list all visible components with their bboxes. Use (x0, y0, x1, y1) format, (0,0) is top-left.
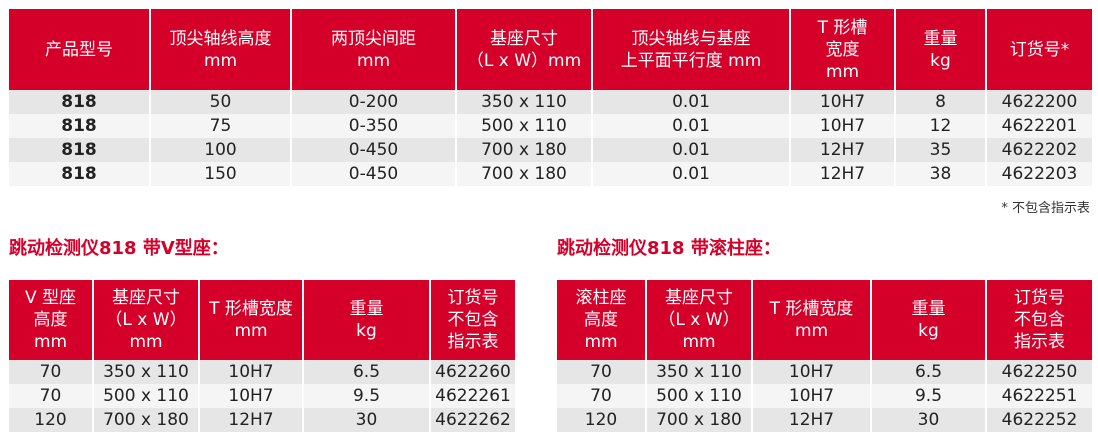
column-header: 顶尖轴线高度 mm (150, 9, 292, 90)
table-cell: 10H7 (752, 384, 872, 408)
table-cell: 120 (557, 408, 647, 432)
table-row: 70 350 x 110 10H7 6.5 4622260 (9, 360, 515, 384)
table-cell: 0-350 (291, 114, 457, 138)
table-cell: 500 x 110 (93, 384, 200, 408)
table-cell: 100 (150, 138, 292, 162)
table-cell: 4622250 (986, 360, 1092, 384)
column-header: T 形槽 宽度 mm (790, 9, 896, 90)
table-cell: 50 (150, 90, 292, 114)
table-row: 70 500 x 110 10H7 9.5 4622251 (557, 384, 1092, 408)
table-cell: 150 (150, 162, 292, 186)
table-cell: 10H7 (790, 90, 896, 114)
table-cell: 4622201 (986, 114, 1092, 138)
column-header: 滚柱座 高度 mm (557, 280, 647, 360)
table-cell: 12H7 (752, 408, 872, 432)
column-header: 订货号 不包含 指示表 (430, 280, 515, 360)
column-header: 订货号* (986, 9, 1092, 90)
table-cell: 700 x 180 (646, 408, 753, 432)
table-cell: 4622203 (986, 162, 1092, 186)
table-cell: 12 (895, 114, 987, 138)
column-header: 基座尺寸 （L x W） mm (646, 280, 753, 360)
table-cell: 818 (9, 138, 151, 162)
table-cell: 0.01 (592, 114, 791, 138)
table-cell: 4622251 (986, 384, 1092, 408)
table-cell: 70 (557, 384, 647, 408)
table-cell: 0.01 (592, 90, 791, 114)
table-cell: 6.5 (871, 360, 987, 384)
table-cell: 350 x 110 (646, 360, 753, 384)
column-header: T 形槽宽度 mm (199, 280, 304, 360)
table-cell: 500 x 110 (646, 384, 753, 408)
table-cell: 30 (871, 408, 987, 432)
table-row: 818 150 0-450 700 x 180 0.01 12H7 38 4622203 (9, 162, 1092, 186)
table-cell: 70 (9, 384, 94, 408)
table-cell: 10H7 (199, 360, 304, 384)
table-cell: 0-200 (291, 90, 457, 114)
table-row: 70 500 x 110 10H7 9.5 4622261 (9, 384, 515, 408)
table-cell: 38 (895, 162, 987, 186)
table-cell: 0-450 (291, 162, 457, 186)
main-spec-table: 产品型号 顶尖轴线高度 mm 两顶尖间距 mm 基座尺寸 （L x W）mm 顶尖轴线与… (9, 9, 1092, 186)
column-header: V 型座 高度 mm (9, 280, 94, 360)
table-cell: 0.01 (592, 162, 791, 186)
table-cell: 75 (150, 114, 292, 138)
table-cell: 70 (557, 360, 647, 384)
table-cell: 700 x 180 (93, 408, 200, 432)
table-cell: 12H7 (199, 408, 304, 432)
table-cell: 70 (9, 360, 94, 384)
table-cell: 818 (9, 114, 151, 138)
table-cell: 4622202 (986, 138, 1092, 162)
table-cell: 9.5 (871, 384, 987, 408)
table-row: 818 50 0-200 350 x 110 0.01 10H7 8 4622200 (9, 90, 1092, 114)
column-header: 顶尖轴线与基座 上平面平行度 mm (592, 9, 791, 90)
column-header: 订货号 不包含 指示表 (986, 280, 1092, 360)
column-header: 重量 kg (303, 280, 431, 360)
column-header: 产品型号 (9, 9, 151, 90)
table-cell: 4622252 (986, 408, 1092, 432)
table-cell: 350 x 110 (456, 90, 593, 114)
table-row: 70 350 x 110 10H7 6.5 4622250 (557, 360, 1092, 384)
v-block-table: V 型座 高度 mm 基座尺寸 （L x W） mm T 形槽宽度 mm 重量 kg 订… (9, 280, 515, 432)
v-block-title: 跳动检测仪818 带V型座： (9, 238, 229, 259)
roller-title: 跳动检测仪818 带滚柱座： (557, 238, 781, 259)
table-cell: 10H7 (790, 114, 896, 138)
table-cell: 818 (9, 162, 151, 186)
table-cell: 700 x 180 (456, 162, 593, 186)
table-cell: 0-450 (291, 138, 457, 162)
table-cell: 4622200 (986, 90, 1092, 114)
table-row: 120 700 x 180 12H7 30 4622262 (9, 408, 515, 432)
column-header: T 形槽宽度 mm (752, 280, 872, 360)
table-cell: 120 (9, 408, 94, 432)
header-row: V 型座 高度 mm 基座尺寸 （L x W） mm T 形槽宽度 mm 重量 kg 订… (9, 280, 515, 360)
table-cell: 10H7 (199, 384, 304, 408)
table-row: 818 100 0-450 700 x 180 0.01 12H7 35 4622202 (9, 138, 1092, 162)
table-cell: 818 (9, 90, 151, 114)
table-cell: 4622260 (430, 360, 515, 384)
table-cell: 35 (895, 138, 987, 162)
roller-table: 滚柱座 高度 mm 基座尺寸 （L x W） mm T 形槽宽度 mm 重量 kg 订货… (557, 280, 1092, 432)
footnote: * 不包含指示表 (1001, 201, 1090, 216)
table-cell: 30 (303, 408, 431, 432)
table-cell: 0.01 (592, 138, 791, 162)
column-header: 重量 kg (871, 280, 987, 360)
header-row: 滚柱座 高度 mm 基座尺寸 （L x W） mm T 形槽宽度 mm 重量 kg 订货… (557, 280, 1092, 360)
column-header: 两顶尖间距 mm (291, 9, 457, 90)
table-cell: 9.5 (303, 384, 431, 408)
column-header: 基座尺寸 （L x W）mm (456, 9, 593, 90)
table-cell: 4622262 (430, 408, 515, 432)
table-cell: 12H7 (790, 162, 896, 186)
table-cell: 700 x 180 (456, 138, 593, 162)
table-cell: 10H7 (752, 360, 872, 384)
column-header: 重量 kg (895, 9, 987, 90)
table-row: 818 75 0-350 500 x 110 0.01 10H7 12 4622201 (9, 114, 1092, 138)
column-header: 基座尺寸 （L x W） mm (93, 280, 200, 360)
table-cell: 8 (895, 90, 987, 114)
table-cell: 12H7 (790, 138, 896, 162)
header-row: 产品型号 顶尖轴线高度 mm 两顶尖间距 mm 基座尺寸 （L x W）mm 顶尖轴线与… (9, 9, 1092, 90)
table-cell: 350 x 110 (93, 360, 200, 384)
table-cell: 500 x 110 (456, 114, 593, 138)
table-row: 120 700 x 180 12H7 30 4622252 (557, 408, 1092, 432)
table-cell: 4622261 (430, 384, 515, 408)
table-cell: 6.5 (303, 360, 431, 384)
